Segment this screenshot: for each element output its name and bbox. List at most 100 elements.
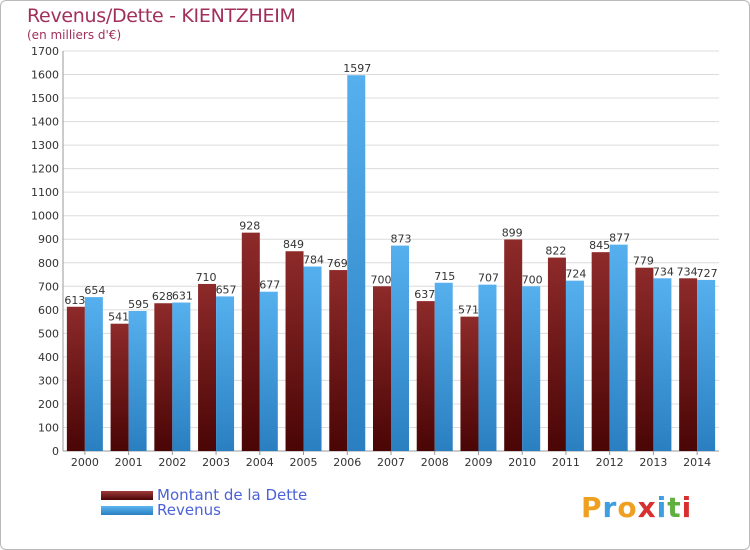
x-tick-label: 2006	[333, 456, 361, 469]
bar-revenus	[303, 266, 322, 451]
value-label-revenus: 784	[303, 254, 324, 267]
x-tick-label: 2009	[464, 456, 492, 469]
x-tick-label: 2007	[377, 456, 405, 469]
y-tick-label: 1700	[31, 45, 59, 58]
y-tick-label: 1200	[31, 163, 59, 176]
x-tick-label: 2010	[508, 456, 536, 469]
value-label-revenus: 654	[84, 284, 105, 297]
bar-revenus	[434, 282, 453, 451]
bar-revenus	[609, 244, 628, 451]
value-label-dette: 899	[502, 226, 523, 239]
bar-revenus	[697, 279, 716, 451]
y-tick-label: 1600	[31, 69, 59, 82]
bar-dette	[504, 239, 523, 451]
value-label-revenus: 595	[128, 298, 149, 311]
y-tick-label: 500	[38, 327, 59, 340]
bar-dette	[547, 257, 566, 451]
bar-layer	[66, 75, 716, 451]
x-tick-label: 2012	[596, 456, 624, 469]
legend-label-debt: Montant de la Dette	[157, 486, 308, 504]
bar-dette	[285, 251, 304, 451]
bar-dette	[154, 303, 173, 451]
y-tick-label: 0	[52, 445, 59, 458]
value-label-revenus: 873	[391, 233, 412, 246]
logo-letter: r	[602, 491, 618, 524]
bar-revenus	[172, 302, 191, 451]
logo-letter: P	[581, 491, 603, 524]
logo-letter: o	[617, 491, 638, 524]
y-tick-label: 900	[38, 233, 59, 246]
value-label-revenus: 677	[259, 279, 280, 292]
value-label-dette: 541	[108, 311, 129, 324]
bar-dette	[329, 270, 348, 451]
bar-revenus	[216, 296, 235, 451]
y-tick-label: 200	[38, 398, 59, 411]
value-label-revenus: 657	[216, 283, 237, 296]
logo-letter: x	[637, 491, 657, 524]
value-label-dette: 637	[414, 288, 435, 301]
bar-dette	[591, 252, 610, 451]
x-tick-label: 2005	[290, 456, 318, 469]
chart-title: Revenus/Dette - KIENTZHEIM	[27, 5, 296, 27]
x-tick-label: 2011	[552, 456, 580, 469]
value-label-revenus: 631	[172, 290, 193, 303]
legend-label-revenus: Revenus	[157, 501, 221, 519]
y-tick-label: 400	[38, 351, 59, 364]
x-tick-label: 2000	[71, 456, 99, 469]
y-tick-label: 1400	[31, 116, 59, 129]
x-tick-label: 2003	[202, 456, 230, 469]
bar-dette	[110, 323, 129, 451]
logo-letter: i	[656, 491, 668, 524]
value-label-dette: 628	[152, 290, 173, 303]
x-tick-label: 2014	[683, 456, 711, 469]
bar-dette	[241, 232, 260, 451]
bar-dette	[198, 283, 217, 451]
bar-revenus	[391, 245, 409, 451]
value-label-revenus: 1597	[343, 62, 371, 75]
logo-letter: t	[667, 491, 682, 524]
x-tick-label: 2008	[421, 456, 449, 469]
bar-revenus	[653, 278, 672, 451]
y-tick-label: 800	[38, 257, 59, 270]
value-label-dette: 769	[327, 257, 348, 270]
value-label-dette: 710	[196, 271, 217, 284]
legend-swatch-debt	[101, 491, 153, 500]
y-tick-label: 700	[38, 280, 59, 293]
y-tick-label: 600	[38, 304, 59, 317]
bar-dette	[460, 316, 479, 451]
bar-dette	[373, 286, 391, 451]
x-tick-label: 2001	[115, 456, 143, 469]
proxiti-logo: Proxiti	[581, 491, 692, 524]
value-label-dette: 849	[283, 238, 304, 251]
value-label-dette: 571	[458, 304, 479, 317]
y-tick-label: 1100	[31, 186, 59, 199]
bar-revenus	[522, 286, 541, 451]
chart-subtitle: (en milliers d'€)	[27, 28, 122, 42]
value-label-dette: 845	[589, 239, 610, 252]
value-label-revenus: 715	[434, 270, 455, 283]
value-label-revenus: 724	[565, 268, 586, 281]
bar-revenus	[84, 297, 103, 451]
y-tick-label: 300	[38, 374, 59, 387]
bar-revenus	[478, 284, 497, 451]
bar-revenus	[347, 75, 366, 451]
value-label-dette: 700	[371, 273, 392, 286]
x-tick-label: 2002	[158, 456, 186, 469]
bar-revenus	[259, 291, 278, 451]
bar-revenus	[565, 280, 584, 451]
value-label-dette: 779	[633, 255, 654, 268]
bar-revenus	[128, 311, 147, 451]
y-tick-label: 1500	[31, 92, 59, 105]
value-label-dette: 822	[545, 245, 566, 258]
y-tick-label: 1300	[31, 139, 59, 152]
value-label-dette: 928	[239, 220, 260, 233]
value-label-revenus: 707	[478, 272, 499, 285]
legend-swatch-revenus	[101, 506, 153, 515]
value-label-revenus: 734	[653, 265, 674, 278]
value-label-dette: 613	[64, 294, 85, 307]
value-label-dette: 734	[677, 265, 698, 278]
bar-dette	[679, 278, 698, 451]
